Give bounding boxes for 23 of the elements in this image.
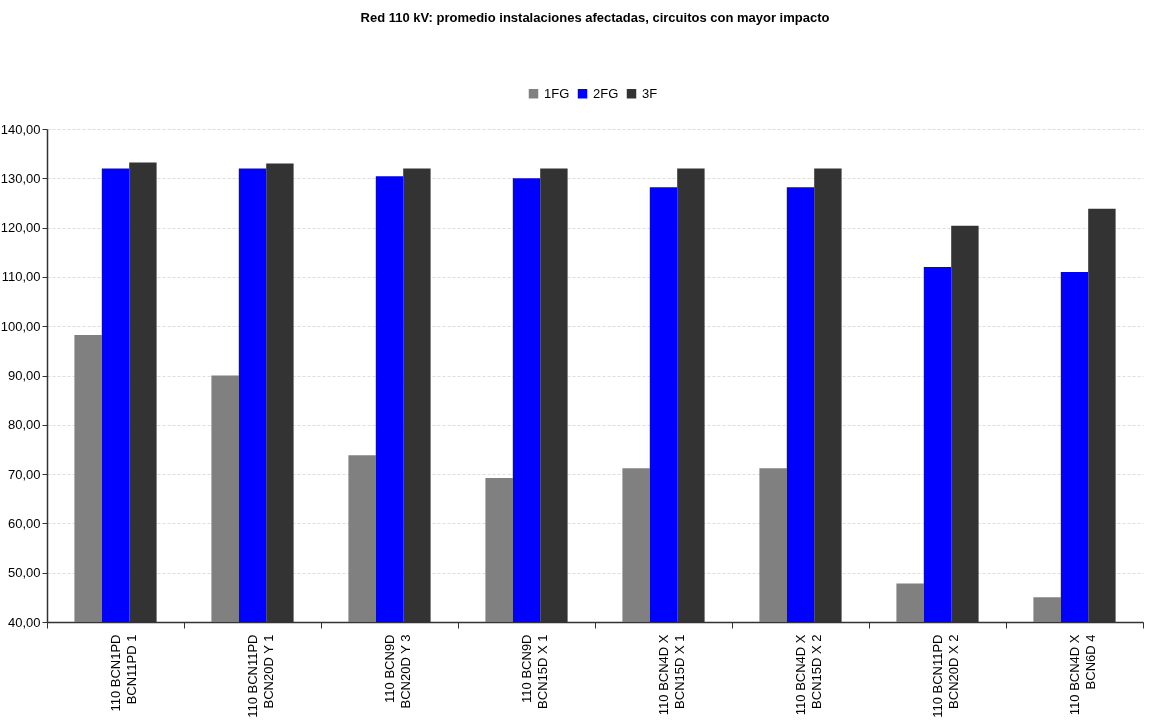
legend-label: 1FG (544, 85, 570, 101)
y-tick-label: 120,00 (0, 220, 41, 236)
y-tick-label: 70,00 (7, 466, 41, 482)
y-tick-label: 60,00 (7, 515, 41, 531)
x-tick-label: 110 BCN4D X BCN15D X 2 (793, 634, 824, 716)
y-tick-label: 50,00 (7, 565, 41, 581)
chart-title: Red 110 kV: promedio instalaciones afectadas, circuitos con mayor impacto (360, 10, 830, 25)
x-tick-label: 110 BCN9D BCN15D X 1 (519, 634, 550, 709)
x-tick-label: 110 BCN11PD BCN20D X 2 (930, 634, 961, 718)
y-tick-label: 140,00 (0, 121, 41, 137)
x-tick-label: 110 BCN1PD BCN11PD 1 (108, 634, 139, 712)
y-tick-label: 40,00 (7, 614, 41, 630)
y-tick-label: 80,00 (7, 417, 41, 433)
legend-label: 2FG (593, 85, 619, 101)
y-tick-label: 110,00 (1, 269, 41, 285)
x-tick-label: 110 BCN4D X BCN6D 4 (1067, 634, 1098, 716)
x-tick-label: 110 BCN4D X BCN15D X 1 (656, 634, 687, 716)
x-tick-label: 110 BCN11PD BCN20D Y 1 (245, 634, 276, 718)
y-tick-label: 90,00 (7, 368, 41, 383)
legend-label: 3F (642, 85, 658, 101)
x-tick-label: 110 BCN9D BCN20D Y 3 (382, 634, 413, 709)
y-tick-label: 100,00 (0, 318, 41, 334)
y-tick-label: 130,00 (0, 170, 41, 186)
